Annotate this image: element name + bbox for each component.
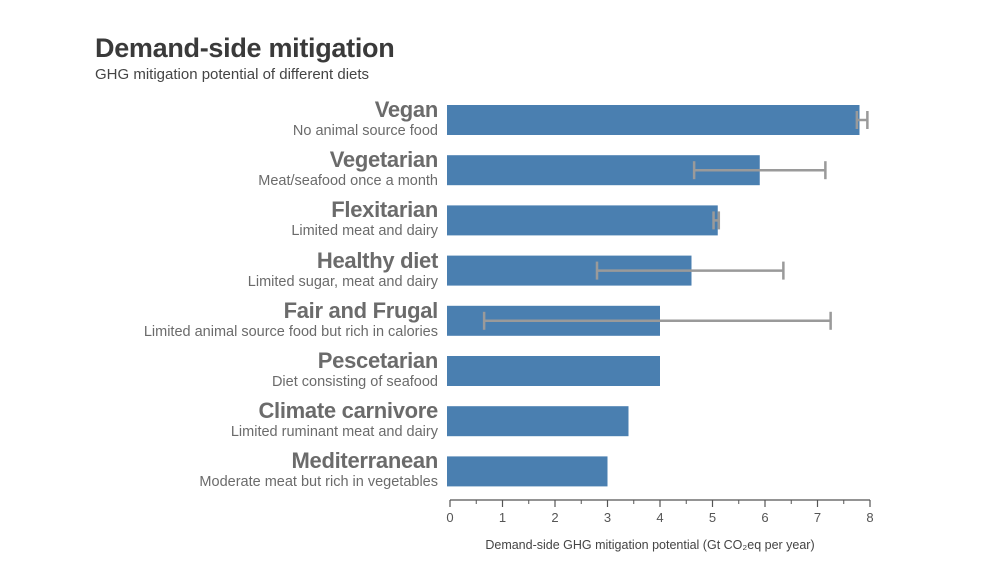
x-tick-label: 3 <box>604 510 611 525</box>
category-name: Pescetarian <box>317 348 439 373</box>
x-tick-label: 6 <box>761 510 768 525</box>
category-label: Fair and Frugal Limited animal source foo… <box>143 297 439 341</box>
chart-title: Demand-side mitigation <box>95 33 395 63</box>
category-description: No animal source food <box>292 123 438 139</box>
bar <box>447 356 660 386</box>
category-description: Diet consisting of seafood <box>271 374 438 390</box>
category-name: Climate carnivore <box>258 398 438 424</box>
category-name: Flexitarian <box>331 197 438 223</box>
category-description: Limited meat and dairy <box>291 223 438 240</box>
category-name: Vegan <box>374 97 439 122</box>
category-description: Moderate meat but rich in vegetables <box>199 474 438 491</box>
category-label: Climate carnivore Limited ruminant meat a… <box>231 399 438 441</box>
x-tick-label: 5 <box>709 510 716 525</box>
category-label: Vegetarian Meat/seafood once a month <box>258 148 438 190</box>
bar <box>447 456 608 487</box>
category-label: Healthy diet Limited sugar, meat and dair… <box>247 247 439 291</box>
category-description: Limited ruminant meat and dairy <box>230 424 438 441</box>
bar <box>447 105 860 135</box>
x-tick-label: 7 <box>814 510 821 525</box>
category-name: Mediterranean <box>291 448 439 474</box>
bar <box>447 406 629 437</box>
x-tick-label: 2 <box>551 510 558 525</box>
category-description: Meat/seafood once a month <box>258 173 438 190</box>
category-label: Mediterranean Moderate meat but rich in v… <box>199 449 438 491</box>
category-label: Pescetarian Diet consisting of seafood <box>272 349 438 391</box>
category-label: Flexitarian Limited meat and dairy <box>291 198 438 240</box>
category-name: Healthy diet <box>316 247 438 273</box>
x-tick-label: 4 <box>656 510 663 525</box>
x-tick-label: 0 <box>446 510 453 525</box>
x-tick-label: 8 <box>866 510 873 525</box>
x-tick-label: 1 <box>499 510 506 525</box>
category-description: Limited sugar, meat and dairy <box>247 273 438 290</box>
category-name: Vegetarian <box>329 147 439 173</box>
category-description: Limited animal source food but rich in c… <box>143 323 438 340</box>
category-label: Vegan No animal source food <box>293 98 438 140</box>
x-axis-label: Demand-side GHG mitigation potential (Gt… <box>485 538 814 552</box>
bar <box>447 205 718 236</box>
category-name: Fair and Frugal <box>283 297 439 323</box>
chart-subtitle: GHG mitigation potential of different di… <box>95 66 370 83</box>
